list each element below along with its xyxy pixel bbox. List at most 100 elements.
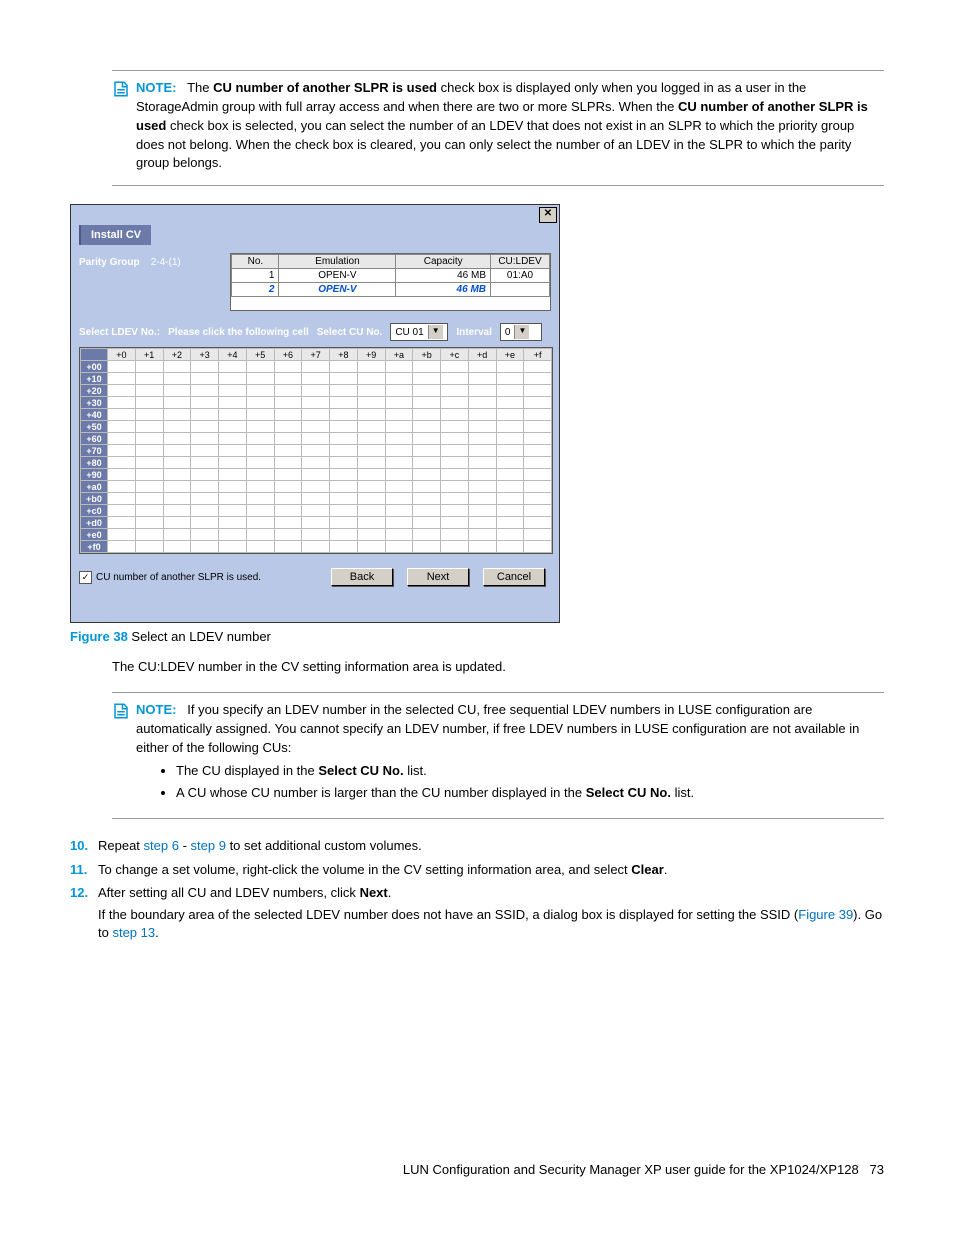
grid-cell[interactable] [496, 361, 524, 373]
grid-cell[interactable] [330, 493, 358, 505]
grid-cell[interactable] [246, 433, 274, 445]
link-step6[interactable]: step 6 [144, 838, 179, 853]
grid-cell[interactable] [302, 505, 330, 517]
grid-cell[interactable] [274, 361, 302, 373]
grid-cell[interactable] [357, 433, 385, 445]
grid-cell[interactable] [413, 409, 441, 421]
grid-cell[interactable] [135, 421, 163, 433]
grid-cell[interactable] [413, 469, 441, 481]
grid-cell[interactable] [191, 361, 219, 373]
grid-cell[interactable] [108, 421, 136, 433]
grid-cell[interactable] [246, 445, 274, 457]
grid-cell[interactable] [385, 517, 413, 529]
grid-cell[interactable] [524, 397, 552, 409]
grid-cell[interactable] [219, 493, 247, 505]
grid-cell[interactable] [191, 469, 219, 481]
grid-cell[interactable] [441, 469, 469, 481]
grid-cell[interactable] [496, 469, 524, 481]
grid-cell[interactable] [135, 469, 163, 481]
grid-cell[interactable] [468, 517, 496, 529]
grid-cell[interactable] [108, 409, 136, 421]
grid-cell[interactable] [219, 541, 247, 553]
grid-cell[interactable] [468, 373, 496, 385]
grid-cell[interactable] [357, 541, 385, 553]
grid-cell[interactable] [108, 445, 136, 457]
grid-cell[interactable] [163, 433, 191, 445]
grid-cell[interactable] [108, 373, 136, 385]
grid-cell[interactable] [441, 433, 469, 445]
grid-cell[interactable] [468, 469, 496, 481]
grid-cell[interactable] [441, 505, 469, 517]
grid-cell[interactable] [385, 445, 413, 457]
grid-cell[interactable] [108, 481, 136, 493]
grid-cell[interactable] [330, 421, 358, 433]
grid-cell[interactable] [274, 457, 302, 469]
grid-cell[interactable] [274, 433, 302, 445]
grid-cell[interactable] [330, 409, 358, 421]
grid-cell[interactable] [191, 505, 219, 517]
grid-cell[interactable] [246, 529, 274, 541]
grid-cell[interactable] [163, 505, 191, 517]
grid-cell[interactable] [163, 361, 191, 373]
grid-cell[interactable] [468, 361, 496, 373]
grid-cell[interactable] [163, 385, 191, 397]
grid-cell[interactable] [496, 505, 524, 517]
grid-cell[interactable] [413, 385, 441, 397]
grid-cell[interactable] [496, 481, 524, 493]
grid-cell[interactable] [330, 457, 358, 469]
grid-cell[interactable] [330, 541, 358, 553]
grid-cell[interactable] [135, 373, 163, 385]
grid-cell[interactable] [496, 517, 524, 529]
grid-cell[interactable] [330, 505, 358, 517]
grid-cell[interactable] [108, 529, 136, 541]
grid-cell[interactable] [496, 457, 524, 469]
grid-cell[interactable] [108, 505, 136, 517]
grid-cell[interactable] [330, 385, 358, 397]
grid-cell[interactable] [385, 421, 413, 433]
grid-cell[interactable] [302, 409, 330, 421]
cancel-button[interactable]: Cancel [483, 568, 545, 586]
grid-cell[interactable] [468, 385, 496, 397]
grid-cell[interactable] [496, 433, 524, 445]
grid-cell[interactable] [524, 445, 552, 457]
grid-cell[interactable] [524, 373, 552, 385]
grid-cell[interactable] [385, 529, 413, 541]
grid-cell[interactable] [191, 385, 219, 397]
grid-cell[interactable] [413, 421, 441, 433]
grid-cell[interactable] [163, 445, 191, 457]
grid-cell[interactable] [302, 433, 330, 445]
table-row[interactable]: 2 OPEN-V 46 MB [232, 283, 550, 297]
grid-cell[interactable] [246, 457, 274, 469]
grid-cell[interactable] [135, 529, 163, 541]
grid-cell[interactable] [468, 433, 496, 445]
grid-cell[interactable] [524, 529, 552, 541]
grid-cell[interactable] [191, 397, 219, 409]
grid-cell[interactable] [135, 445, 163, 457]
grid-cell[interactable] [219, 529, 247, 541]
grid-cell[interactable] [302, 493, 330, 505]
grid-cell[interactable] [441, 517, 469, 529]
link-figure39[interactable]: Figure 39 [798, 907, 853, 922]
grid-cell[interactable] [246, 469, 274, 481]
grid-cell[interactable] [302, 385, 330, 397]
grid-cell[interactable] [385, 361, 413, 373]
grid-cell[interactable] [135, 457, 163, 469]
grid-cell[interactable] [357, 373, 385, 385]
grid-cell[interactable] [219, 481, 247, 493]
grid-cell[interactable] [246, 541, 274, 553]
grid-cell[interactable] [163, 517, 191, 529]
grid-cell[interactable] [135, 493, 163, 505]
grid-cell[interactable] [191, 445, 219, 457]
link-step9[interactable]: step 9 [191, 838, 226, 853]
grid-cell[interactable] [413, 541, 441, 553]
grid-cell[interactable] [246, 409, 274, 421]
grid-cell[interactable] [302, 361, 330, 373]
link-step13[interactable]: step 13 [112, 925, 155, 940]
grid-cell[interactable] [108, 433, 136, 445]
grid-cell[interactable] [330, 529, 358, 541]
grid-cell[interactable] [108, 469, 136, 481]
grid-cell[interactable] [274, 421, 302, 433]
grid-cell[interactable] [274, 445, 302, 457]
grid-cell[interactable] [385, 433, 413, 445]
grid-cell[interactable] [163, 421, 191, 433]
